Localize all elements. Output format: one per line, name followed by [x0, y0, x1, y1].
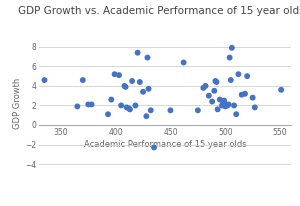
Point [201, 86, 206, 90]
Point [220, 104, 224, 107]
Point [226, 103, 231, 106]
X-axis label: Academic Performance of 15 year olds: Academic Performance of 15 year olds [84, 139, 246, 149]
Text: GDP Growth vs. Academic Performance of 15 year olds: GDP Growth vs. Academic Performance of 1… [18, 6, 300, 16]
Point [109, 98, 114, 101]
Point [245, 75, 250, 78]
Point [221, 102, 226, 105]
Point [225, 104, 230, 107]
Point [203, 84, 208, 88]
Point [89, 103, 94, 106]
Point [223, 103, 228, 106]
Point [196, 109, 200, 112]
Point [250, 96, 255, 99]
Point [223, 105, 228, 108]
Point [218, 98, 222, 101]
Point [152, 146, 156, 149]
Point [119, 104, 124, 107]
Point [126, 107, 131, 110]
Point [239, 93, 244, 96]
Point [214, 80, 219, 84]
Point [148, 109, 153, 112]
Point [181, 61, 186, 64]
Point [128, 108, 132, 111]
Point [146, 87, 151, 90]
Point [135, 51, 140, 54]
Point [141, 90, 146, 93]
Point [236, 73, 241, 76]
Point [234, 113, 239, 116]
Y-axis label: GDP Growth: GDP Growth [13, 77, 22, 129]
Point [80, 78, 85, 82]
Point [232, 104, 236, 107]
Point [123, 85, 128, 89]
Point [168, 109, 173, 112]
Point [279, 88, 283, 91]
Point [252, 106, 257, 109]
Point [230, 46, 234, 49]
Point [222, 99, 226, 102]
Point [212, 89, 217, 92]
Point [215, 108, 220, 111]
Point [213, 79, 218, 83]
Point [137, 80, 142, 84]
Point [112, 73, 117, 76]
Point [124, 106, 129, 109]
Point [145, 56, 150, 59]
Point [86, 103, 91, 106]
Point [210, 100, 214, 103]
Point [133, 104, 138, 107]
Point [122, 84, 127, 88]
Point [117, 74, 122, 77]
Point [144, 115, 149, 118]
Point [227, 56, 232, 59]
Point [106, 113, 110, 116]
Point [228, 78, 233, 82]
Point [42, 78, 47, 82]
Point [130, 79, 134, 83]
Point [206, 94, 211, 97]
Point [243, 92, 248, 95]
Point [75, 105, 80, 108]
